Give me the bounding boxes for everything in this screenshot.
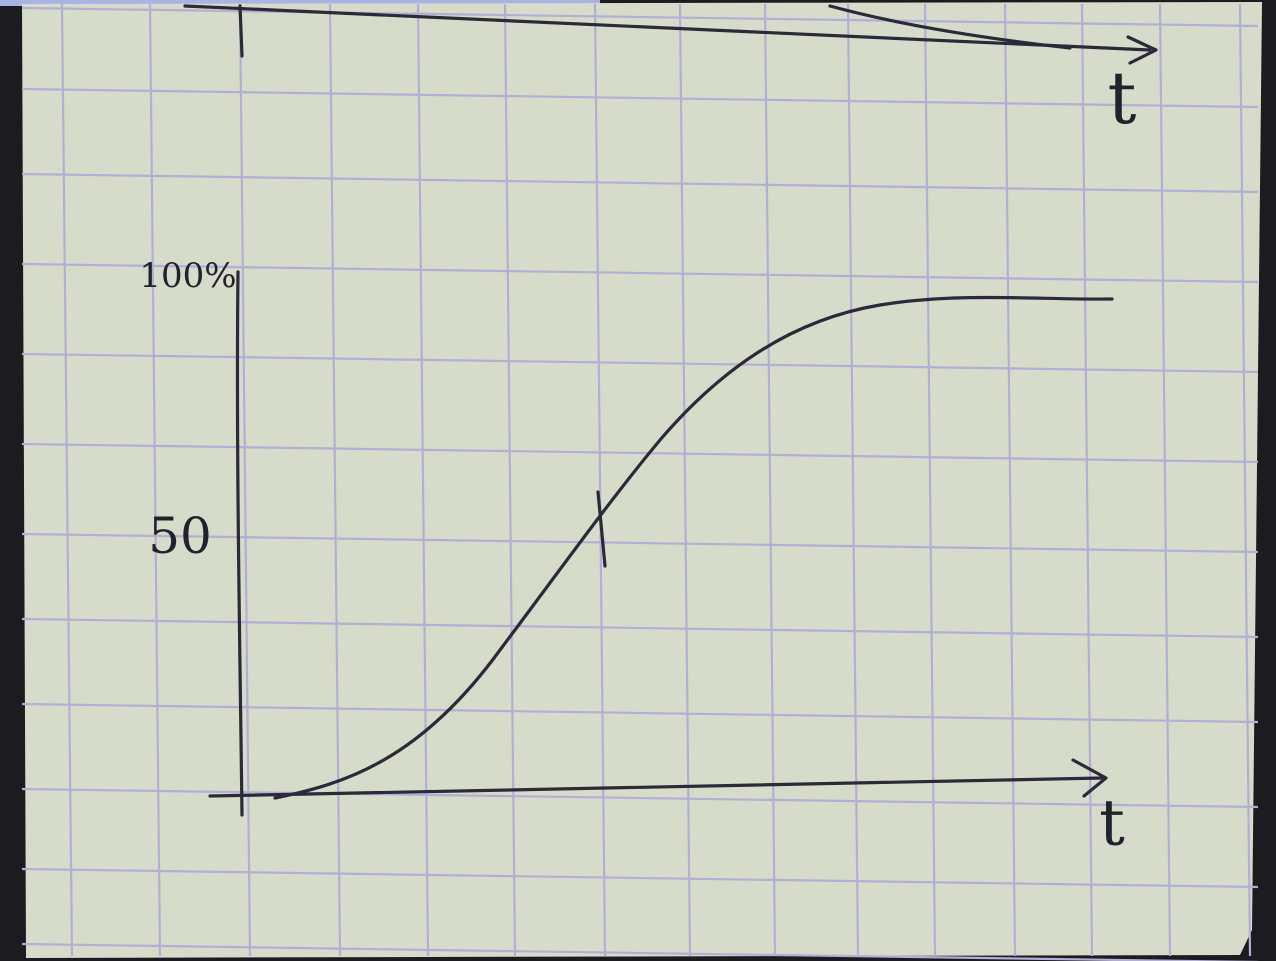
grid-line xyxy=(763,3,777,957)
s-curve xyxy=(273,295,1114,800)
grid-line xyxy=(328,3,342,957)
grid-line xyxy=(21,532,1259,554)
x-arrow xyxy=(1071,758,1108,798)
upper-arrow xyxy=(1126,35,1158,65)
midpoint-tick xyxy=(596,490,607,568)
grid-line xyxy=(60,3,74,957)
grid-line xyxy=(1080,3,1094,957)
upper-y-axis xyxy=(238,4,244,58)
lower-sketch: 100% 50 t xyxy=(139,256,1125,861)
grid-line xyxy=(21,442,1259,464)
y-label: 100% xyxy=(139,256,236,296)
grid-line xyxy=(21,352,1259,374)
y-axis xyxy=(235,270,244,817)
grid-line xyxy=(846,3,860,957)
grid-line xyxy=(21,262,1259,284)
grid-line xyxy=(21,6,1259,28)
grid-line xyxy=(21,702,1259,724)
grid-line xyxy=(1003,3,1017,957)
grid-line xyxy=(238,3,252,957)
grid-line xyxy=(21,787,1259,809)
grid-line xyxy=(21,617,1259,639)
grid-line xyxy=(21,867,1259,889)
grid xyxy=(21,3,1259,961)
upper-curve xyxy=(828,4,1072,50)
upper-sketch: t xyxy=(183,4,1158,140)
frame-edge xyxy=(0,0,600,6)
grid-line xyxy=(1238,3,1252,957)
grid-line xyxy=(21,942,1259,961)
grid-line xyxy=(148,3,162,957)
grid-line xyxy=(21,172,1259,194)
grid-line xyxy=(503,3,517,957)
x-axis xyxy=(208,776,1104,798)
upper-axis xyxy=(183,4,1152,52)
grid-line xyxy=(416,3,430,957)
grid-line xyxy=(678,3,692,957)
axis-label: t xyxy=(1108,56,1137,140)
grid-line xyxy=(1158,3,1172,957)
grid-line xyxy=(21,87,1259,109)
grid-line xyxy=(923,3,937,957)
paper xyxy=(22,2,1262,958)
y-label: 50 xyxy=(148,507,212,565)
axis-label: t xyxy=(1099,787,1125,861)
